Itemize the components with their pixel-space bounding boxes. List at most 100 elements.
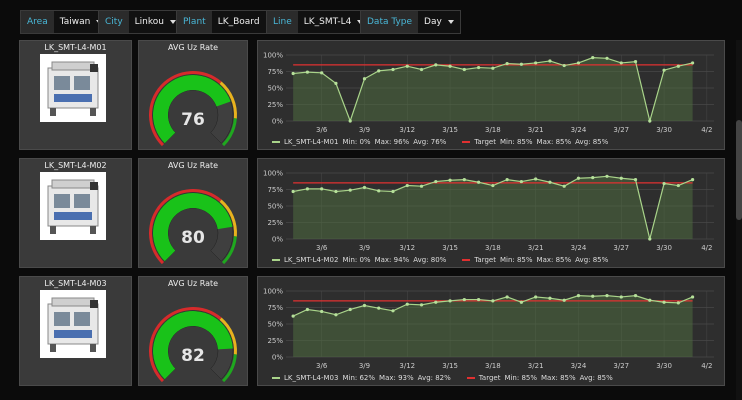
line-filter-dropdown[interactable]: LK_SMT-L4 bbox=[297, 11, 370, 33]
machine-window bbox=[74, 76, 90, 90]
uz-rate-gauge: 76 bbox=[148, 70, 237, 147]
chart-legend: LK_SMT-L4-M02 Min: 0% Max: 94% Avg: 80% … bbox=[272, 256, 608, 264]
data-point bbox=[377, 69, 381, 73]
line-filter[interactable]: Line LK_SMT-L4 bbox=[266, 10, 371, 34]
gauge-title: AVG Uz Rate bbox=[167, 161, 219, 170]
data-point bbox=[362, 77, 367, 81]
series-area bbox=[293, 57, 693, 121]
machine-feeder bbox=[54, 212, 92, 220]
data-point bbox=[320, 309, 324, 314]
data-type-filter-dropdown[interactable]: Day bbox=[418, 11, 460, 33]
x-tick-label: 3/21 bbox=[528, 244, 544, 251]
legend-target-min: Min: 85% bbox=[499, 138, 533, 146]
data-point bbox=[648, 237, 652, 241]
data-point bbox=[691, 178, 695, 182]
chart-panel: 0% 25% 50% 75% 100% 3/6 3/9 3/12 3/15 3/18 3/21 3/2… bbox=[257, 158, 725, 268]
data-point bbox=[477, 297, 481, 302]
gauge-band-red bbox=[148, 306, 222, 383]
machine-row: LK_SMT-L4-M01 AVG Uz Rate 76 0% 25% 50% 75%… bbox=[0, 40, 742, 150]
legend-series-avg: Avg: 76% bbox=[413, 138, 447, 146]
x-tick-label: 3/15 bbox=[442, 244, 458, 251]
machine-leg bbox=[90, 108, 96, 116]
city-filter[interactable]: City Linkou bbox=[98, 10, 183, 34]
gauge-band-green bbox=[221, 236, 237, 265]
legend-series-min: Min: 62% bbox=[342, 374, 376, 382]
target-legend-swatch bbox=[462, 259, 471, 261]
data-type-filter-value: Day bbox=[424, 17, 442, 27]
data-point bbox=[619, 61, 623, 65]
uz-rate-gauge: 82 bbox=[148, 306, 237, 383]
y-tick-label: 100% bbox=[263, 288, 283, 296]
data-point bbox=[462, 297, 466, 302]
machine-row: LK_SMT-L4-M02 AVG Uz Rate 80 0% 25% 50% 75%… bbox=[0, 158, 742, 268]
data-point bbox=[605, 174, 609, 178]
data-point bbox=[562, 298, 566, 302]
machine-name: LK_SMT-L4-M01 bbox=[44, 43, 107, 52]
data-point bbox=[491, 299, 495, 303]
data-point bbox=[419, 303, 424, 307]
data-point bbox=[662, 68, 666, 72]
legend-series-name: LK_SMT-L4-M03 bbox=[284, 374, 339, 382]
x-tick-label: 3/15 bbox=[442, 362, 458, 369]
data-point bbox=[391, 309, 395, 313]
machine-top bbox=[51, 61, 95, 71]
data-point bbox=[419, 184, 424, 188]
series-legend-swatch bbox=[272, 377, 280, 379]
area-filter-value: Taiwan bbox=[59, 17, 91, 27]
gauge-band-red bbox=[148, 70, 222, 147]
data-point bbox=[505, 178, 509, 182]
data-type-filter[interactable]: Data Type Day bbox=[360, 10, 461, 34]
legend-target-name: Target bbox=[474, 138, 496, 146]
series-legend-swatch bbox=[272, 141, 280, 143]
plant-filter[interactable]: Plant LK_Board bbox=[176, 10, 279, 34]
data-point bbox=[534, 61, 538, 65]
data-point bbox=[548, 296, 552, 300]
scrollbar-track[interactable] bbox=[736, 40, 742, 400]
data-point bbox=[362, 185, 367, 190]
machine-leg bbox=[50, 344, 56, 352]
data-point bbox=[405, 64, 409, 68]
data-point bbox=[691, 295, 695, 299]
x-tick-label: 3/30 bbox=[656, 126, 672, 133]
data-point bbox=[605, 56, 609, 60]
data-point bbox=[691, 61, 695, 65]
data-point bbox=[648, 119, 652, 123]
data-point bbox=[377, 189, 381, 193]
x-tick-label: 3/21 bbox=[528, 126, 544, 133]
data-point bbox=[676, 64, 680, 68]
machine-window bbox=[74, 312, 90, 326]
data-point bbox=[548, 180, 552, 184]
x-tick-label: 3/24 bbox=[571, 362, 587, 369]
y-tick-label: 0% bbox=[272, 118, 283, 126]
city-filter-label: City bbox=[99, 11, 129, 33]
gauge-fill bbox=[153, 311, 233, 380]
x-tick-label: 3/30 bbox=[656, 362, 672, 369]
data-point bbox=[619, 295, 623, 299]
data-point bbox=[419, 67, 424, 72]
area-filter[interactable]: Area Taiwan bbox=[20, 10, 110, 34]
data-point bbox=[405, 302, 409, 306]
y-tick-label: 25% bbox=[267, 219, 283, 227]
gauge-panel: AVG Uz Rate 82 bbox=[138, 276, 248, 386]
data-point bbox=[448, 299, 452, 303]
data-point bbox=[334, 189, 338, 194]
data-point bbox=[348, 119, 352, 123]
data-point bbox=[505, 61, 509, 66]
scrollbar-thumb[interactable] bbox=[736, 120, 742, 220]
target-legend-swatch bbox=[462, 141, 471, 143]
gauge-band-green bbox=[221, 118, 237, 147]
legend-series-max: Max: 94% bbox=[374, 256, 410, 264]
gauge-band-yellow bbox=[219, 81, 237, 119]
gauge-title: AVG Uz Rate bbox=[167, 43, 219, 52]
city-filter-dropdown[interactable]: Linkou bbox=[128, 11, 182, 33]
chart-legend: LK_SMT-L4-M01 Min: 0% Max: 96% Avg: 76% … bbox=[272, 138, 608, 146]
x-tick-label: 3/12 bbox=[399, 244, 415, 251]
data-point bbox=[576, 294, 581, 298]
machine-name: LK_SMT-L4-M02 bbox=[44, 161, 107, 170]
legend-target-max: Max: 85% bbox=[541, 374, 576, 382]
x-tick-label: 4/2 bbox=[701, 362, 712, 369]
legend-target-avg: Avg: 85% bbox=[575, 138, 609, 146]
target-legend-swatch bbox=[466, 377, 475, 379]
data-point bbox=[676, 301, 680, 305]
machine-leg bbox=[90, 344, 96, 352]
